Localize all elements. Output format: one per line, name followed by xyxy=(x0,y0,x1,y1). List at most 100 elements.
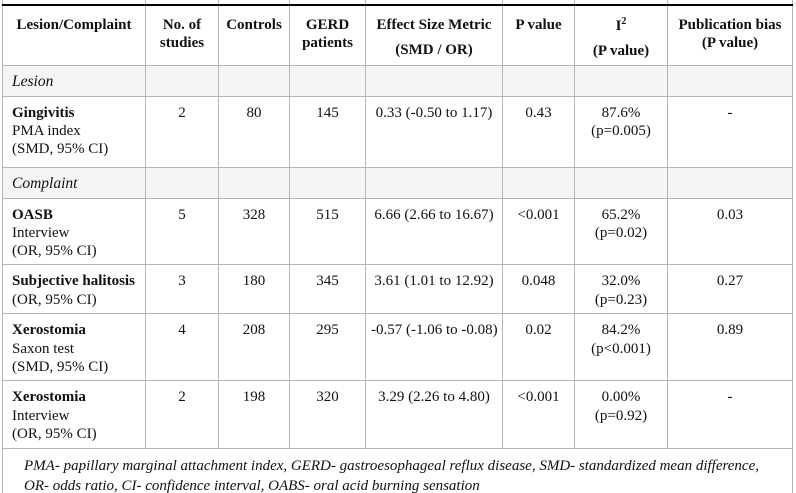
header-sublabel: (P value) xyxy=(592,43,650,60)
empty-cell xyxy=(574,64,668,97)
lesion-detail: (OR, 95% CI) xyxy=(12,243,97,260)
cell-controls: 180 xyxy=(218,264,290,315)
table-row: Gingivitis PMA index (SMD, 95% CI) 2 80 145 0.… xyxy=(2,95,793,168)
cell-lesion-complaint: Subjective halitosis (OR, 95% CI) xyxy=(2,264,146,315)
cell-p-value: <0.001 xyxy=(502,197,575,266)
lesion-name: Gingivitis xyxy=(12,104,75,121)
footnote-line-2: OR- odds ratio, CI- confidence interval,… xyxy=(24,478,480,493)
footnote-row: PMA- papillary marginal attachment index… xyxy=(2,448,793,493)
cell-lesion-complaint: Gingivitis PMA index (SMD, 95% CI) xyxy=(2,95,146,168)
i-squared-p-value: (p=0.92) xyxy=(594,407,648,424)
header-label: Publication bias xyxy=(678,17,782,33)
header-label: P value xyxy=(515,17,562,33)
table-row: Xerostomia Interview (OR, 95% CI) 2 198 320 3.… xyxy=(2,380,793,450)
cell-effect-size: 3.61 (1.01 to 12.92) xyxy=(365,264,503,315)
i-squared-p-value: (p=0.23) xyxy=(594,291,648,308)
lesion-detail: (OR, 95% CI) xyxy=(12,426,97,443)
cell-controls: 208 xyxy=(218,313,290,382)
col-header-controls: Controls xyxy=(218,4,290,66)
cell-gerd-patients: 345 xyxy=(289,264,366,315)
empty-cell xyxy=(502,166,575,199)
cell-p-value: 0.048 xyxy=(502,264,575,315)
col-header-p-value: P value xyxy=(502,4,575,66)
section-row: Lesion xyxy=(2,64,793,97)
header-sublabel: (P value) xyxy=(701,35,759,52)
cell-p-value: <0.001 xyxy=(502,380,575,450)
cell-publication-bias: - xyxy=(667,380,793,450)
cell-no-of-studies: 3 xyxy=(145,264,219,315)
cell-no-of-studies: 2 xyxy=(145,95,219,168)
header-label: Lesion/Complaint xyxy=(16,17,132,33)
lesion-name: OASB xyxy=(12,206,53,223)
header-label: Controls xyxy=(226,17,282,33)
empty-cell xyxy=(574,166,668,199)
cell-effect-size: 6.66 (2.66 to 16.67) xyxy=(365,197,503,266)
col-header-i-squared: I2 (P value) xyxy=(574,4,668,66)
i-squared-value: 84.2% xyxy=(601,322,641,339)
table-row: Xerostomia Saxon test (SMD, 95% CI) 4 208 295… xyxy=(2,313,793,382)
i-squared-p-value: (p=0.02) xyxy=(594,224,648,241)
cell-effect-size: 3.29 (2.26 to 4.80) xyxy=(365,380,503,450)
cell-lesion-complaint: OASB Interview (OR, 95% CI) xyxy=(2,197,146,266)
empty-cell xyxy=(667,166,793,199)
lesion-name: Xerostomia xyxy=(12,389,86,406)
cell-gerd-patients: 515 xyxy=(289,197,366,266)
col-header-gerd-patients: GERD patients xyxy=(289,4,366,66)
cell-gerd-patients: 145 xyxy=(289,95,366,168)
lesion-detail: (SMD, 95% CI) xyxy=(12,141,109,158)
lesion-detail: Saxon test xyxy=(12,340,75,357)
empty-cell xyxy=(145,166,219,199)
cell-lesion-complaint: Xerostomia Interview (OR, 95% CI) xyxy=(2,380,146,450)
cell-gerd-patients: 295 xyxy=(289,313,366,382)
empty-cell xyxy=(289,64,366,97)
col-header-effect-size-metric: Effect Size Metric (SMD / OR) xyxy=(365,4,503,66)
table-footnote: PMA- papillary marginal attachment index… xyxy=(2,448,793,493)
col-header-publication-bias: Publication bias (P value) xyxy=(667,4,793,66)
cell-no-of-studies: 4 xyxy=(145,313,219,382)
cell-i-squared: 65.2% (p=0.02) xyxy=(574,197,668,266)
empty-cell xyxy=(667,64,793,97)
cell-controls: 328 xyxy=(218,197,290,266)
lesion-detail: Interview xyxy=(12,407,70,424)
cell-publication-bias: - xyxy=(667,95,793,168)
cell-controls: 80 xyxy=(218,95,290,168)
header-label: Effect Size Metric xyxy=(376,17,492,33)
col-header-no-of-studies: No. of studies xyxy=(145,4,219,66)
lesion-detail: Interview xyxy=(12,224,70,241)
cell-lesion-complaint: Xerostomia Saxon test (SMD, 95% CI) xyxy=(2,313,146,382)
empty-cell xyxy=(289,166,366,199)
table-row: OASB Interview (OR, 95% CI) 5 328 515 6.66 (2.… xyxy=(2,197,793,266)
empty-cell xyxy=(145,64,219,97)
cell-no-of-studies: 2 xyxy=(145,380,219,450)
empty-cell xyxy=(502,64,575,97)
cell-p-value: 0.02 xyxy=(502,313,575,382)
header-label: No. of studies xyxy=(159,17,205,52)
cell-p-value: 0.43 xyxy=(502,95,575,168)
lesion-detail: (SMD, 95% CI) xyxy=(12,359,109,376)
section-row: Complaint xyxy=(2,166,793,199)
cropped-top-row xyxy=(2,0,793,6)
cell-gerd-patients: 320 xyxy=(289,380,366,450)
cell-effect-size: -0.57 (-1.06 to -0.08) xyxy=(365,313,503,382)
i-squared-value: 87.6% xyxy=(601,104,641,121)
i-squared-p-value: (p<0.001) xyxy=(591,340,651,357)
lesion-detail: PMA index xyxy=(12,122,81,139)
i-squared-value: 32.0% xyxy=(601,273,641,290)
cropped-cell xyxy=(667,0,793,6)
section-label: Complaint xyxy=(2,166,146,199)
cell-publication-bias: 0.89 xyxy=(667,313,793,382)
cell-no-of-studies: 5 xyxy=(145,197,219,266)
empty-cell xyxy=(365,64,503,97)
table-row: Subjective halitosis (OR, 95% CI) 3 180 345 3… xyxy=(2,264,793,315)
i-squared-value: 65.2% xyxy=(601,206,641,223)
i-squared-value: 0.00% xyxy=(601,389,641,406)
cell-i-squared: 87.6% (p=0.005) xyxy=(574,95,668,168)
cell-publication-bias: 0.27 xyxy=(667,264,793,315)
header-superscript: 2 xyxy=(621,16,627,27)
cell-i-squared: 0.00% (p=0.92) xyxy=(574,380,668,450)
header-label: I xyxy=(615,18,622,34)
lesion-name: Subjective halitosis xyxy=(12,273,135,290)
header-label: GERD patients xyxy=(302,17,353,52)
